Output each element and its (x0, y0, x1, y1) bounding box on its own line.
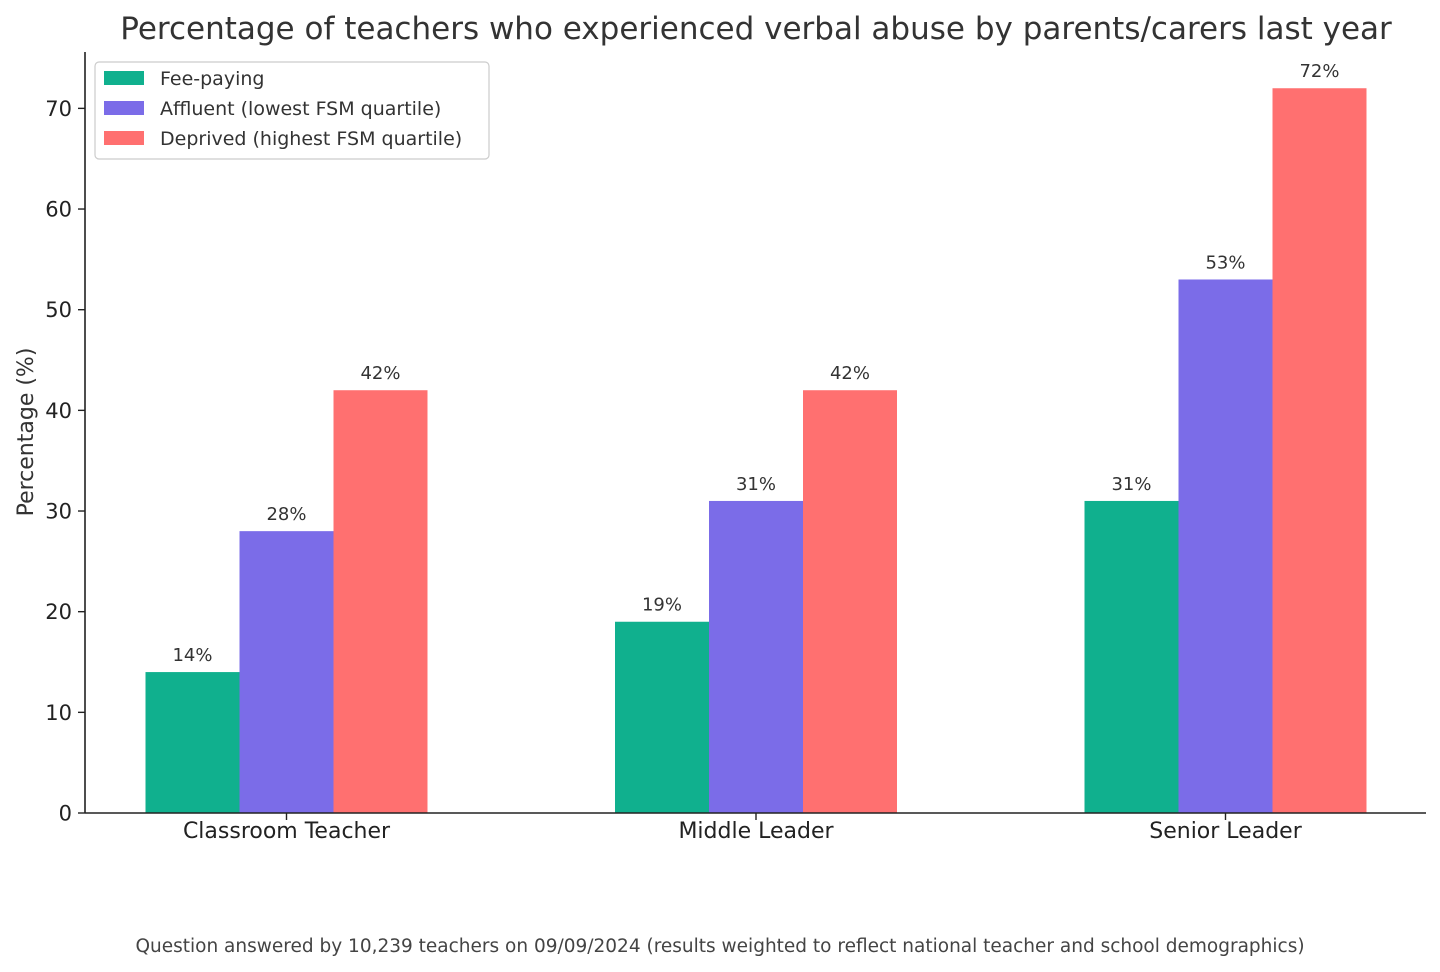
data-labels-group: 14% 28% 42% 19% 31% 42% 31% 53% 72% (172, 61, 1339, 666)
legend-label-feepaying: Fee-paying (160, 68, 264, 90)
legend-box (94, 61, 490, 160)
data-label-feepaying-2: 19% (642, 595, 682, 616)
bar-affluent-2 (709, 500, 803, 813)
y-tick-label-0: 0 (59, 802, 72, 826)
bar-affluent-1 (239, 531, 334, 813)
data-label-affluent-3: 53% (1205, 252, 1245, 273)
axes-group: 0 10 20 30 40 50 60 70 Classroom Teacher Middle L… (45, 52, 1426, 844)
legend-label-affluent: Affluent (lowest FSM quartile) (160, 98, 441, 120)
chart-title: Percentage of teachers who experienced v… (120, 11, 1392, 47)
y-tick-label-20: 20 (45, 600, 72, 624)
y-tick-label-10: 10 (45, 701, 72, 725)
bar-deprived-3 (1272, 88, 1367, 813)
y-tick-label-70: 70 (45, 97, 72, 121)
bar-affluent-3 (1178, 279, 1273, 813)
legend-swatch-deprived (104, 131, 144, 145)
legend-swatch-affluent (104, 101, 144, 115)
legend-label-deprived: Deprived (highest FSM quartile) (160, 128, 462, 150)
bar-feepaying-2 (615, 621, 709, 813)
bars-group (145, 88, 1367, 813)
data-label-feepaying-1: 14% (172, 645, 212, 666)
y-tick-label-30: 30 (45, 500, 72, 524)
x-tick-label-1: Classroom Teacher (183, 819, 391, 844)
bar-deprived-1 (333, 390, 428, 813)
legend-swatch-feepaying (104, 71, 144, 85)
data-label-feepaying-3: 31% (1111, 474, 1151, 495)
x-tick-label-3: Senior Leader (1149, 819, 1302, 844)
footnote: Question answered by 10,239 teachers on … (135, 936, 1304, 957)
data-label-deprived-3: 72% (1299, 61, 1339, 82)
data-label-deprived-1: 42% (360, 363, 400, 384)
data-label-affluent-1: 28% (266, 504, 306, 525)
bar-feepaying-3 (1084, 500, 1179, 813)
y-tick-label-40: 40 (45, 399, 72, 423)
data-label-affluent-2: 31% (736, 474, 776, 495)
legend: Fee-paying Affluent (lowest FSM quartile)… (94, 61, 490, 160)
data-label-deprived-2: 42% (830, 363, 870, 384)
y-axis-label: Percentage (%) (14, 348, 39, 517)
bar-feepaying-1 (145, 672, 240, 813)
x-tick-label-2: Middle Leader (678, 819, 834, 844)
bar-deprived-2 (803, 390, 897, 813)
y-tick-label-50: 50 (45, 298, 72, 322)
y-tick-label-60: 60 (45, 198, 72, 222)
